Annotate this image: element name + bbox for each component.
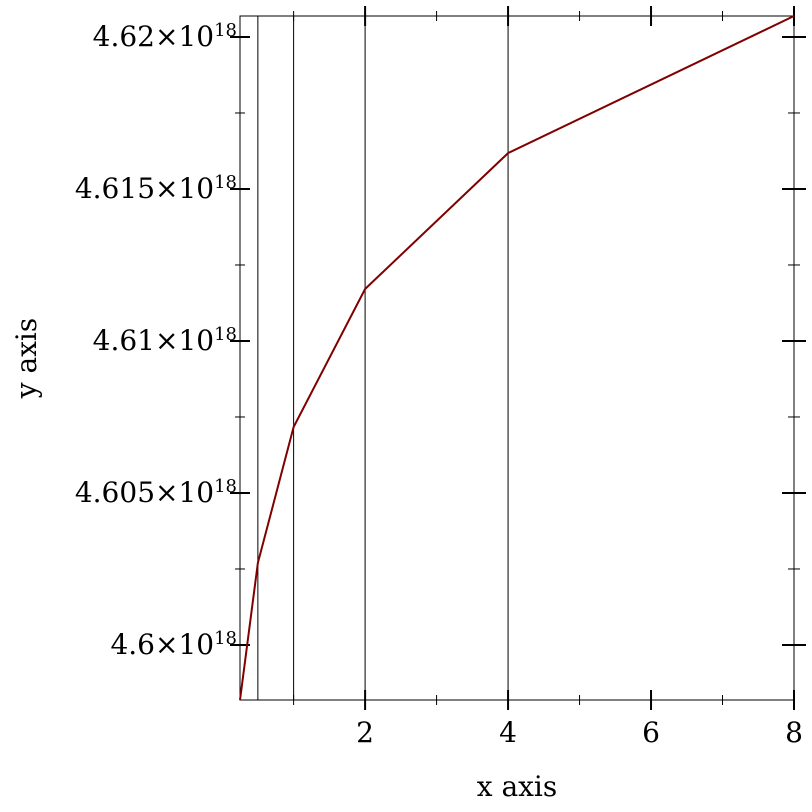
vertical-lines — [239, 16, 795, 700]
tick-mantissa: 4.6×10 — [110, 628, 214, 661]
y-tick-label: 4.615×1018 — [75, 172, 237, 205]
series-group — [239, 15, 795, 701]
y-tick-label: 4.62×1018 — [93, 20, 237, 53]
x-tick-label: 2 — [356, 716, 374, 749]
tick-exponent: 18 — [214, 476, 237, 497]
tick-exponent: 18 — [214, 628, 237, 649]
x-axis-label: x axis — [477, 770, 558, 803]
tick-mantissa: 4.62×10 — [93, 20, 214, 53]
series-line — [239, 15, 795, 701]
tick-mantissa: 4.615×10 — [75, 172, 214, 205]
tick-mantissa: 4.61×10 — [93, 324, 214, 357]
y-tick-label: 4.605×1018 — [75, 476, 237, 509]
y-tick-label: 4.61×1018 — [93, 324, 237, 357]
x-tick-label: 8 — [785, 716, 803, 749]
y-tick-label: 4.6×1018 — [110, 628, 237, 661]
axis-ticks — [230, 6, 806, 710]
tick-labels: 2 4 6 84.6×10184.605×10184.61×10184.615×101… — [75, 20, 803, 749]
tick-exponent: 18 — [214, 20, 237, 41]
tick-exponent: 18 — [214, 324, 237, 345]
plot-frame — [239, 15, 795, 701]
tick-exponent: 18 — [214, 172, 237, 193]
y-axis-label: y axis — [10, 318, 43, 400]
x-tick-label: 6 — [642, 716, 660, 749]
tick-mantissa: 4.605×10 — [75, 476, 214, 509]
x-tick-label: 4 — [499, 716, 517, 749]
